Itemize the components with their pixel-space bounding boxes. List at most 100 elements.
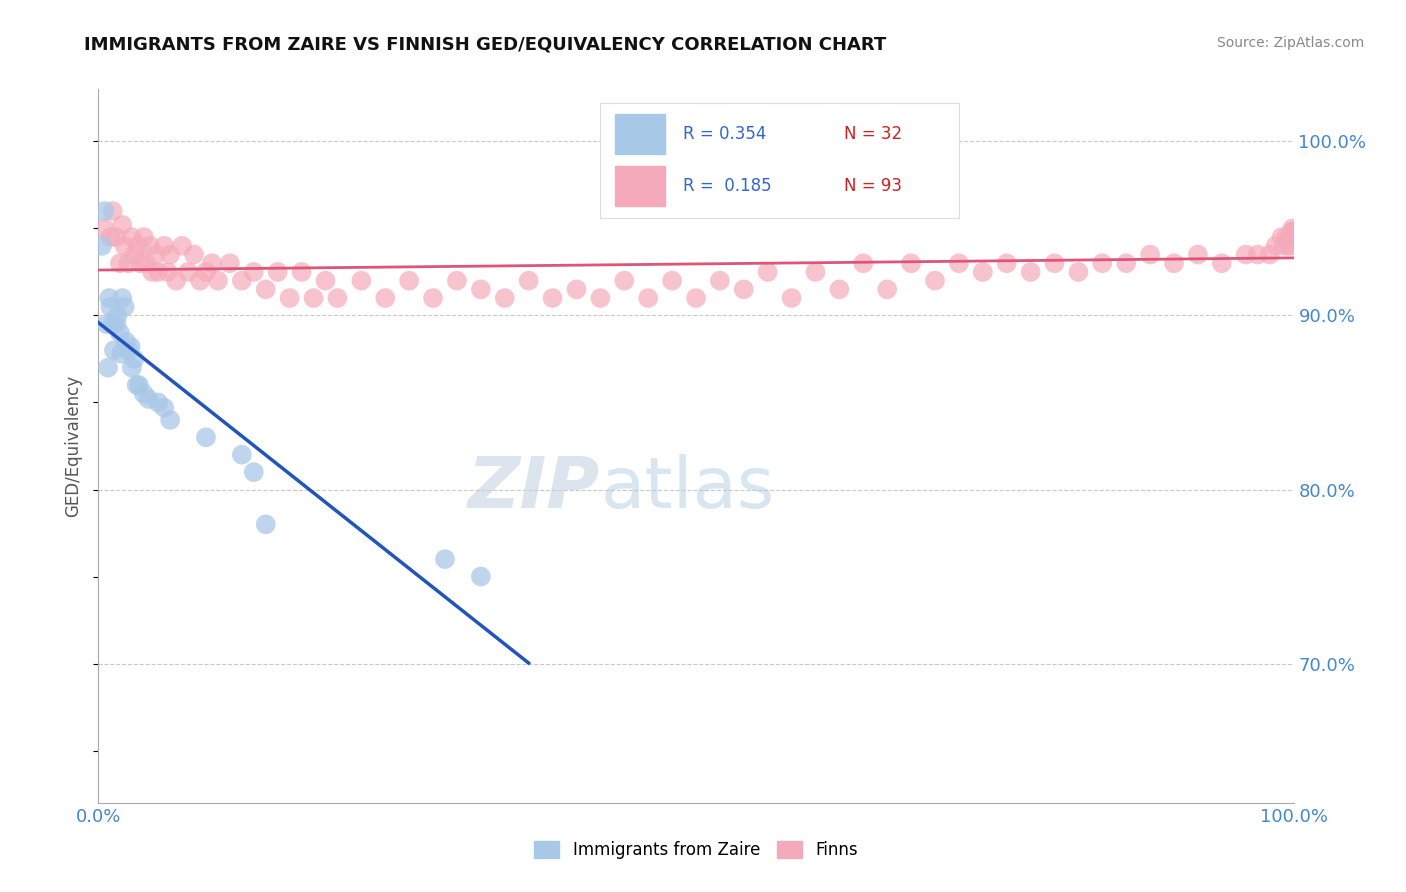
- Point: [709, 274, 731, 288]
- Point: [589, 291, 612, 305]
- Point: [195, 430, 218, 444]
- Point: [114, 239, 136, 253]
- Point: [1163, 256, 1185, 270]
- Point: [153, 401, 176, 415]
- Point: [1281, 230, 1303, 244]
- Point: [1115, 256, 1137, 270]
- Point: [1278, 239, 1301, 253]
- Point: [132, 386, 155, 401]
- Point: [156, 265, 179, 279]
- Point: [446, 274, 468, 288]
- Point: [105, 230, 128, 244]
- Point: [517, 274, 540, 288]
- Point: [141, 265, 163, 279]
- Point: [207, 274, 229, 288]
- Point: [101, 204, 124, 219]
- Point: [1258, 247, 1281, 261]
- Point: [98, 291, 121, 305]
- Point: [637, 291, 659, 305]
- Point: [315, 274, 337, 288]
- Text: atlas: atlas: [600, 454, 775, 524]
- Point: [1278, 230, 1301, 244]
- Point: [1281, 225, 1303, 239]
- Point: [93, 204, 115, 219]
- Point: [613, 274, 636, 288]
- Point: [422, 291, 444, 305]
- Legend: Immigrants from Zaire, Finns: Immigrants from Zaire, Finns: [527, 834, 865, 866]
- Point: [1272, 239, 1295, 253]
- Point: [948, 256, 970, 270]
- Point: [541, 291, 564, 305]
- Point: [114, 300, 136, 314]
- Point: [326, 291, 349, 305]
- Point: [1211, 256, 1233, 270]
- Point: [1019, 265, 1042, 279]
- Point: [780, 291, 803, 305]
- Text: IMMIGRANTS FROM ZAIRE VS FINNISH GED/EQUIVALENCY CORRELATION CHART: IMMIGRANTS FROM ZAIRE VS FINNISH GED/EQU…: [84, 36, 887, 54]
- Point: [153, 239, 176, 253]
- Point: [278, 291, 301, 305]
- Point: [201, 256, 224, 270]
- Point: [183, 247, 205, 261]
- Point: [117, 343, 139, 358]
- Point: [124, 247, 146, 261]
- Point: [1264, 239, 1286, 253]
- Point: [231, 274, 253, 288]
- Point: [111, 291, 134, 305]
- Point: [159, 247, 181, 261]
- Point: [129, 256, 152, 270]
- Point: [995, 256, 1018, 270]
- Point: [1281, 230, 1303, 244]
- Point: [1067, 265, 1090, 279]
- Point: [98, 300, 122, 314]
- Point: [804, 265, 827, 279]
- Point: [470, 569, 492, 583]
- Point: [685, 291, 707, 305]
- Point: [398, 274, 420, 288]
- Point: [96, 317, 118, 331]
- Point: [231, 448, 253, 462]
- Point: [924, 274, 946, 288]
- Point: [132, 230, 155, 244]
- Point: [565, 282, 588, 296]
- Point: [434, 552, 457, 566]
- Point: [1281, 221, 1303, 235]
- Point: [1281, 225, 1303, 239]
- Point: [148, 395, 170, 409]
- Point: [121, 230, 143, 244]
- Text: Source: ZipAtlas.com: Source: ZipAtlas.com: [1216, 36, 1364, 50]
- Point: [1043, 256, 1066, 270]
- Point: [972, 265, 994, 279]
- Point: [91, 239, 114, 253]
- Point: [124, 351, 146, 366]
- Point: [1234, 247, 1257, 261]
- Point: [121, 360, 143, 375]
- Point: [1091, 256, 1114, 270]
- Point: [108, 326, 131, 340]
- Point: [135, 256, 157, 270]
- Point: [1271, 230, 1294, 244]
- Point: [103, 343, 125, 358]
- Point: [148, 265, 170, 279]
- Point: [128, 378, 150, 392]
- Point: [188, 274, 211, 288]
- Point: [195, 265, 218, 279]
- Point: [139, 239, 162, 253]
- Point: [125, 378, 148, 392]
- Point: [120, 340, 142, 354]
- Point: [1139, 247, 1161, 261]
- Point: [1247, 247, 1270, 261]
- Point: [127, 239, 149, 253]
- Point: [756, 265, 779, 279]
- Text: ZIP: ZIP: [468, 454, 600, 524]
- Point: [254, 282, 277, 296]
- Point: [852, 256, 875, 270]
- Point: [828, 282, 851, 296]
- Point: [97, 360, 120, 375]
- Point: [900, 256, 922, 270]
- Point: [98, 230, 122, 244]
- Point: [302, 291, 325, 305]
- Point: [1279, 239, 1302, 253]
- Point: [110, 347, 132, 361]
- Point: [1281, 225, 1303, 239]
